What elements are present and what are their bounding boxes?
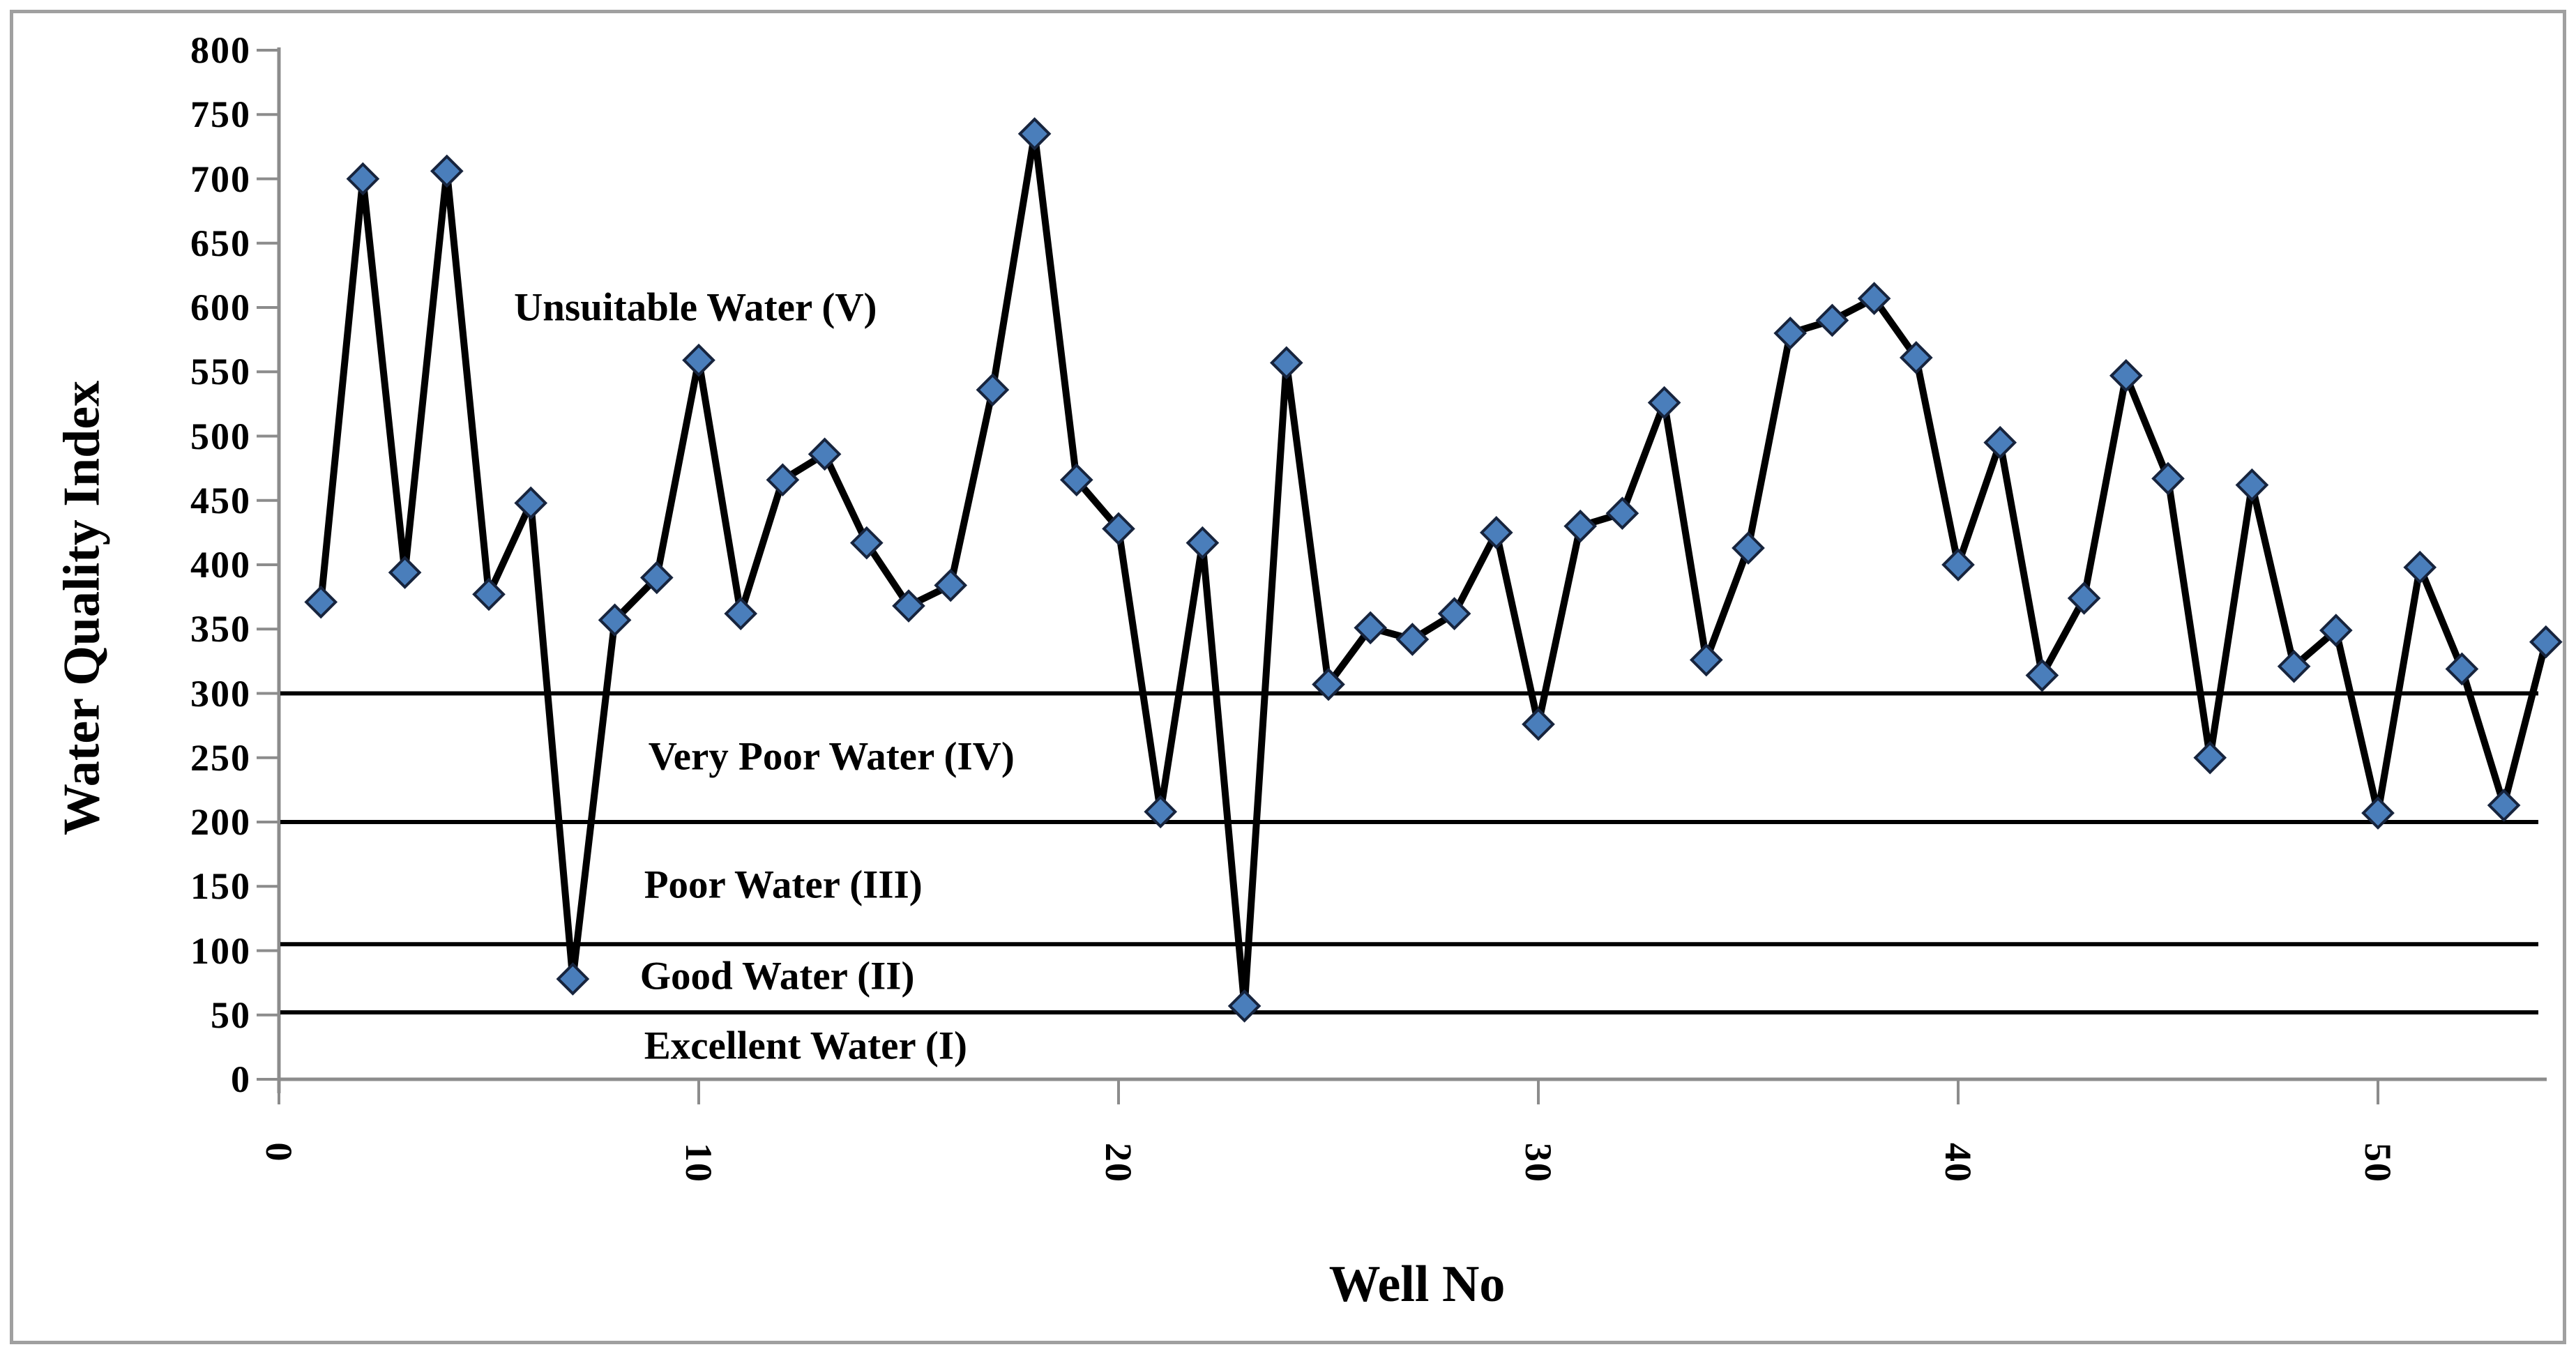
data-point-well-11 (724, 597, 758, 630)
x-tick-label-40: 40 (1937, 1143, 1979, 1183)
data-point-well-25 (1312, 667, 1345, 701)
data-point-well-48 (2277, 649, 2311, 683)
y-tick-label-350: 350 (190, 608, 251, 651)
data-point-well-1 (304, 585, 338, 619)
data-point-well-6 (514, 486, 548, 520)
data-point-well-3 (388, 556, 422, 589)
data-point-well-29 (1479, 516, 1513, 549)
data-point-well-2 (346, 162, 380, 196)
data-point-well-46 (2193, 740, 2227, 775)
series-line-Water Quality Index (317, 130, 2550, 1010)
y-tick-label-550: 550 (190, 351, 251, 393)
data-point-well-7 (556, 962, 590, 996)
y-tick-label-450: 450 (190, 479, 251, 522)
data-point-well-37 (1815, 303, 1849, 337)
data-point-well-13 (808, 437, 842, 471)
zone-poor-label: Poor Water (III) (644, 862, 923, 907)
y-tick-label-100: 100 (190, 929, 251, 972)
y-tick-label-50: 50 (211, 994, 251, 1036)
data-point-well-34 (1689, 643, 1723, 677)
y-tick-label-400: 400 (190, 544, 251, 586)
data-point-well-18 (1017, 117, 1052, 151)
y-tick-label-500: 500 (190, 415, 251, 457)
x-tick-label-10: 10 (678, 1143, 720, 1183)
data-point-well-4 (430, 154, 464, 188)
data-point-well-33 (1647, 386, 1681, 420)
y-axis-title: Water Quality Index (53, 380, 111, 836)
zone-very-poor-label: Very Poor Water (IV) (648, 734, 1015, 779)
data-point-well-54 (2529, 625, 2563, 659)
data-point-well-49 (2319, 614, 2353, 647)
data-point-well-53 (2487, 789, 2521, 822)
x-tick-label-20: 20 (1098, 1143, 1139, 1183)
data-point-well-20 (1102, 512, 1135, 546)
data-point-well-32 (1605, 496, 1639, 531)
x-tick-label-30: 30 (1517, 1143, 1559, 1183)
y-tick-label-800: 800 (190, 29, 251, 71)
data-point-well-16 (934, 568, 968, 602)
data-point-well-52 (2445, 652, 2479, 686)
y-tick-label-700: 700 (190, 158, 251, 200)
y-tick-label-750: 750 (190, 93, 251, 136)
data-point-well-15 (892, 589, 925, 623)
data-point-well-39 (1899, 341, 1933, 374)
data-point-well-21 (1144, 795, 1178, 829)
data-point-well-14 (849, 526, 884, 560)
data-point-well-27 (1395, 623, 1430, 656)
data-point-well-42 (2025, 658, 2059, 692)
zone-good-label: Good Water (II) (639, 954, 915, 998)
data-point-well-36 (1773, 317, 1808, 350)
y-tick-label-150: 150 (190, 865, 251, 908)
x-axis-title: Well No (1328, 1256, 1506, 1313)
data-point-well-50 (2361, 796, 2395, 830)
figure-border (10, 10, 2566, 1344)
data-point-well-8 (598, 603, 632, 637)
data-point-well-28 (1437, 597, 1471, 630)
y-tick-label-600: 600 (190, 287, 251, 328)
y-tick-label-650: 650 (190, 222, 251, 264)
data-point-well-9 (639, 561, 674, 595)
data-point-well-44 (2109, 358, 2143, 393)
data-point-well-31 (1563, 509, 1598, 543)
data-point-well-51 (2403, 550, 2437, 584)
x-tick-label-0: 0 (258, 1142, 300, 1163)
data-point-well-47 (2235, 468, 2269, 502)
data-point-well-26 (1354, 611, 1388, 645)
y-tick-label-300: 300 (190, 672, 251, 715)
data-point-well-35 (1732, 531, 1765, 565)
y-tick-label-200: 200 (190, 801, 251, 843)
data-point-well-40 (1941, 548, 1975, 581)
zone-unsuitable-label: Unsuitable Water (V) (514, 285, 877, 330)
zone-excellent-label: Excellent Water (I) (644, 1024, 968, 1068)
data-point-well-23 (1227, 989, 1262, 1023)
data-point-well-41 (1983, 425, 2017, 459)
y-tick-label-0: 0 (231, 1058, 251, 1100)
data-point-well-10 (682, 343, 715, 377)
data-point-well-22 (1185, 526, 1220, 560)
data-point-well-12 (766, 463, 800, 497)
data-point-well-43 (2067, 581, 2101, 615)
data-point-well-45 (2151, 462, 2185, 496)
data-point-well-30 (1522, 707, 1555, 741)
y-tick-label-250: 250 (190, 736, 251, 779)
data-point-well-19 (1059, 463, 1093, 497)
data-point-well-38 (1857, 282, 1891, 315)
data-point-well-24 (1269, 346, 1303, 380)
data-point-well-17 (976, 373, 1010, 406)
x-tick-label-50: 50 (2357, 1143, 2399, 1183)
data-point-well-5 (472, 577, 506, 611)
